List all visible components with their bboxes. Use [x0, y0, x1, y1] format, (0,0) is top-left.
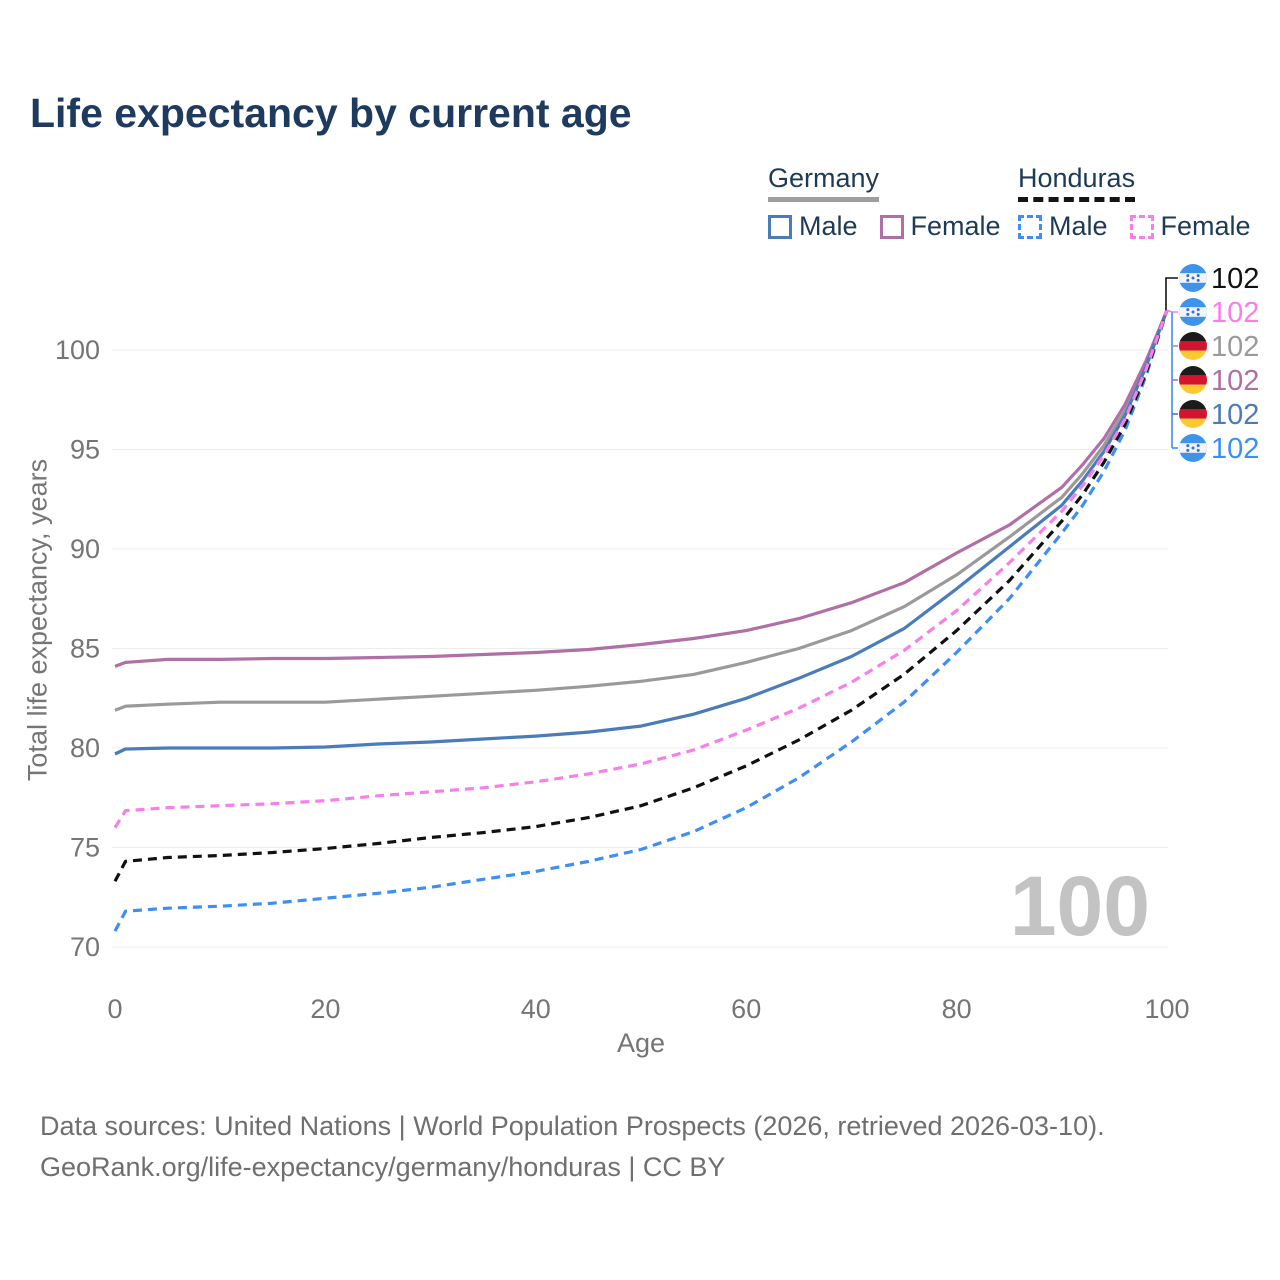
y-tick-label: 100 — [55, 335, 100, 365]
footer: Data sources: United Nations | World Pop… — [40, 1106, 1105, 1188]
series-line-germany-male — [114, 309, 1169, 756]
legend-item-honduras-male[interactable]: Male — [1018, 211, 1108, 242]
leader-line — [1165, 277, 1178, 311]
series-line-honduras-male — [113, 309, 1169, 932]
germany-male-swatch-icon — [768, 214, 792, 239]
series-line-germany-female — [114, 309, 1169, 668]
legend-item-honduras-female[interactable]: Female — [1129, 211, 1251, 242]
y-tick-label: 70 — [70, 932, 100, 962]
age-watermark: 100 — [1009, 859, 1150, 953]
legend-label: Female — [1160, 211, 1251, 241]
honduras-flag-icon — [1179, 264, 1207, 292]
legend-group-germany: Germany Male Female — [768, 163, 1001, 242]
germany-flag-icon — [1179, 400, 1207, 428]
x-tick-label: 80 — [942, 994, 972, 1024]
end-value-label-honduras-female: 102 — [1211, 297, 1259, 329]
end-value-label-honduras: 102 — [1211, 263, 1259, 295]
germany-flag-icon — [1179, 332, 1207, 360]
x-tick-label: 20 — [310, 994, 340, 1024]
y-tick-label: 80 — [70, 733, 100, 763]
y-axis-label: Total life expectancy, years — [22, 458, 53, 782]
page-title: Life expectancy by current age — [30, 90, 632, 136]
legend-label: Female — [910, 211, 1001, 241]
germany-flag-icon — [1179, 366, 1207, 394]
footer-attribution-line: GeoRank.org/life-expectancy/germany/hond… — [40, 1152, 726, 1182]
x-tick-label: 100 — [1144, 994, 1189, 1024]
x-tick-label: 40 — [521, 994, 551, 1024]
honduras-flag-icon — [1179, 434, 1207, 462]
legend-item-germany-female[interactable]: Female — [879, 211, 1001, 242]
series-line-honduras — [113, 309, 1169, 883]
honduras-female-swatch-icon — [1129, 214, 1154, 239]
footer-sources-line: Data sources: United Nations | World Pop… — [40, 1111, 1105, 1141]
y-tick-label: 95 — [70, 435, 100, 465]
x-tick-label: 60 — [731, 994, 761, 1024]
y-tick-label: 75 — [70, 833, 100, 863]
series-line-germany — [114, 309, 1169, 712]
end-value-label-germany: 102 — [1211, 331, 1259, 363]
x-axis-label: Age — [616, 1028, 666, 1058]
legend-header-germany[interactable]: Germany — [768, 163, 880, 202]
end-value-label-germany-female: 102 — [1211, 365, 1259, 397]
legend-item-germany-male[interactable]: Male — [768, 211, 858, 242]
germany-female-swatch-icon — [879, 214, 904, 239]
y-tick-label: 90 — [70, 534, 100, 564]
legend-items-germany: Male Female — [768, 211, 1001, 242]
x-tick-label: 0 — [107, 994, 122, 1024]
honduras-flag-icon — [1179, 298, 1207, 326]
honduras-male-swatch-icon — [1018, 214, 1042, 239]
legend-items-honduras: Male Female — [1018, 211, 1251, 242]
legend-label: Male — [1049, 211, 1108, 241]
leader-line — [1166, 309, 1178, 313]
y-tick-label: 85 — [70, 634, 100, 664]
legend-header-honduras[interactable]: Honduras — [1018, 163, 1136, 202]
legend-label: Male — [799, 211, 858, 241]
series-line-honduras-female — [113, 309, 1169, 829]
legend-group-honduras: Honduras Male Female — [1018, 163, 1251, 242]
end-value-label-germany-male: 102 — [1211, 399, 1259, 431]
end-value-label-honduras-male: 102 — [1211, 433, 1259, 465]
